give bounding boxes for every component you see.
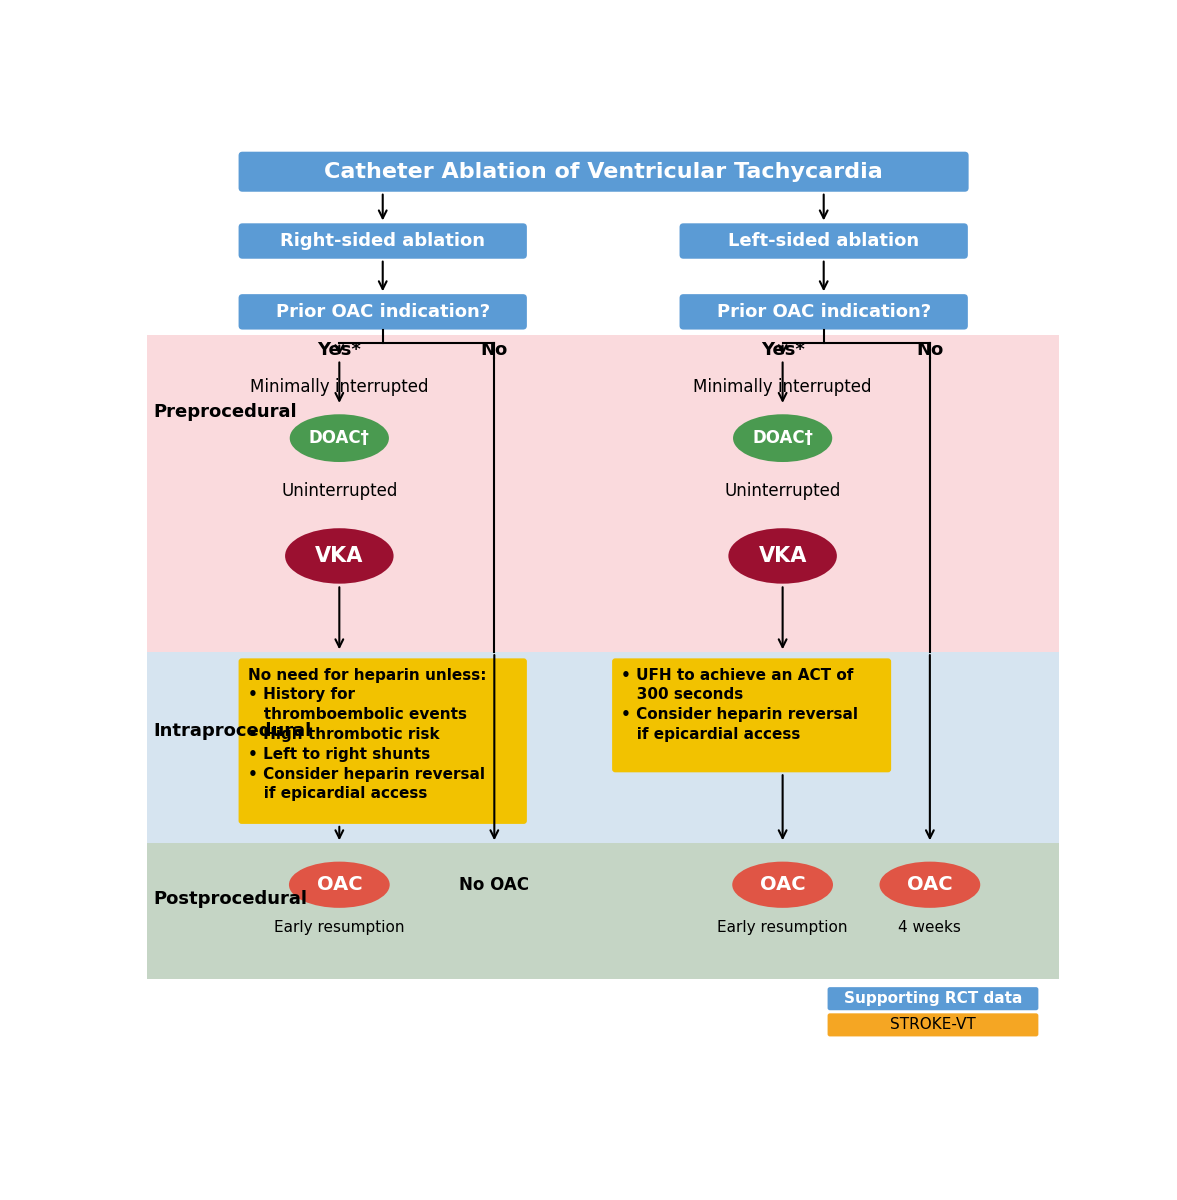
Text: Right-sided ablation: Right-sided ablation xyxy=(280,232,485,250)
Text: DOAC†: DOAC† xyxy=(308,430,370,448)
Ellipse shape xyxy=(879,862,980,908)
Text: Yes*: Yes* xyxy=(760,341,805,359)
Text: No OAC: No OAC xyxy=(459,876,530,894)
Text: No need for heparin unless:
• History for
   thromboembolic events
• High thromb: No need for heparin unless: • History fo… xyxy=(248,667,486,802)
FancyBboxPatch shape xyxy=(239,659,527,824)
FancyBboxPatch shape xyxy=(679,223,967,259)
Text: Left-sided ablation: Left-sided ablation xyxy=(729,232,919,250)
Text: Intraprocedural: Intraprocedural xyxy=(153,721,312,739)
Text: Prior OAC indication?: Prior OAC indication? xyxy=(717,302,931,320)
Ellipse shape xyxy=(733,414,832,462)
Text: • UFH to achieve an ACT of
   300 seconds
• Consider heparin reversal
   if epic: • UFH to achieve an ACT of 300 seconds •… xyxy=(621,667,858,742)
Text: DOAC†: DOAC† xyxy=(752,430,813,448)
Text: Preprocedural: Preprocedural xyxy=(153,403,297,421)
Text: Uninterrupted: Uninterrupted xyxy=(281,481,398,499)
Text: OAC: OAC xyxy=(907,875,952,894)
Ellipse shape xyxy=(729,528,837,583)
Text: 4 weeks: 4 weeks xyxy=(898,920,962,935)
Text: Postprocedural: Postprocedural xyxy=(153,889,307,907)
Text: Minimally interrupted: Minimally interrupted xyxy=(693,378,872,396)
Text: OAC: OAC xyxy=(317,875,363,894)
Text: No: No xyxy=(480,341,508,359)
Ellipse shape xyxy=(290,414,388,462)
FancyBboxPatch shape xyxy=(239,294,527,330)
Text: Prior OAC indication?: Prior OAC indication? xyxy=(275,302,490,320)
Text: Yes*: Yes* xyxy=(318,341,361,359)
Bar xyxy=(147,335,1059,653)
Text: VKA: VKA xyxy=(315,546,364,566)
Text: Supporting RCT data: Supporting RCT data xyxy=(844,991,1022,1006)
Text: Uninterrupted: Uninterrupted xyxy=(724,481,840,499)
Text: Early resumption: Early resumption xyxy=(717,920,847,935)
Ellipse shape xyxy=(732,862,833,908)
FancyBboxPatch shape xyxy=(827,988,1038,1010)
Ellipse shape xyxy=(285,528,393,583)
FancyBboxPatch shape xyxy=(679,294,967,330)
FancyBboxPatch shape xyxy=(239,151,969,192)
Text: Catheter Ablation of Ventricular Tachycardia: Catheter Ablation of Ventricular Tachyca… xyxy=(324,162,883,181)
Text: No: No xyxy=(916,341,944,359)
FancyBboxPatch shape xyxy=(827,1013,1038,1037)
FancyBboxPatch shape xyxy=(239,223,527,259)
Ellipse shape xyxy=(288,862,390,908)
Text: Early resumption: Early resumption xyxy=(274,920,405,935)
Bar xyxy=(147,653,1059,844)
Bar xyxy=(147,844,1059,979)
Text: STROKE-VT: STROKE-VT xyxy=(890,1018,976,1032)
FancyBboxPatch shape xyxy=(612,659,891,773)
Text: OAC: OAC xyxy=(760,875,805,894)
Text: VKA: VKA xyxy=(758,546,806,566)
Text: Minimally interrupted: Minimally interrupted xyxy=(250,378,428,396)
